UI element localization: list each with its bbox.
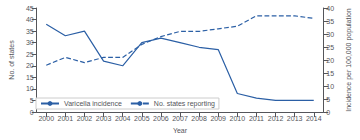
svg-text:20: 20 (326, 57, 334, 64)
svg-text:2009: 2009 (210, 115, 226, 122)
svg-text:2002: 2002 (77, 115, 93, 122)
svg-text:35: 35 (326, 18, 334, 25)
svg-text:Year: Year (173, 127, 188, 134)
svg-text:35: 35 (26, 28, 34, 35)
svg-text:2007: 2007 (172, 115, 188, 122)
svg-text:40: 40 (326, 5, 334, 12)
svg-text:45: 45 (26, 5, 34, 12)
svg-text:2003: 2003 (96, 115, 112, 122)
svg-text:10: 10 (26, 85, 34, 92)
svg-text:0: 0 (326, 109, 330, 116)
svg-text:30: 30 (326, 31, 334, 38)
svg-text:20: 20 (26, 62, 34, 69)
svg-text:Varicella incidence: Varicella incidence (64, 100, 122, 107)
svg-text:2014: 2014 (306, 115, 322, 122)
svg-text:5: 5 (30, 97, 34, 104)
svg-text:2000: 2000 (38, 115, 54, 122)
svg-text:2006: 2006 (153, 115, 169, 122)
svg-text:No. of states: No. of states (8, 40, 15, 80)
svg-text:2010: 2010 (230, 115, 246, 122)
svg-text:2001: 2001 (58, 115, 74, 122)
svg-text:15: 15 (26, 74, 34, 81)
svg-text:25: 25 (326, 44, 334, 51)
svg-text:2008: 2008 (191, 115, 207, 122)
svg-text:No. states reporting: No. states reporting (154, 100, 215, 108)
svg-text:2004: 2004 (115, 115, 131, 122)
svg-text:15: 15 (326, 70, 334, 77)
svg-text:10: 10 (326, 83, 334, 90)
svg-text:0: 0 (30, 109, 34, 116)
svg-text:Incidence per 100,000 populati: Incidence per 100,000 population (345, 8, 353, 112)
svg-text:30: 30 (26, 39, 34, 46)
svg-text:2005: 2005 (134, 115, 150, 122)
svg-text:5: 5 (326, 96, 330, 103)
svg-text:2011: 2011 (249, 115, 264, 122)
svg-text:2013: 2013 (287, 115, 303, 122)
svg-text:40: 40 (26, 16, 34, 23)
svg-text:25: 25 (26, 51, 34, 58)
svg-text:2012: 2012 (268, 115, 284, 122)
